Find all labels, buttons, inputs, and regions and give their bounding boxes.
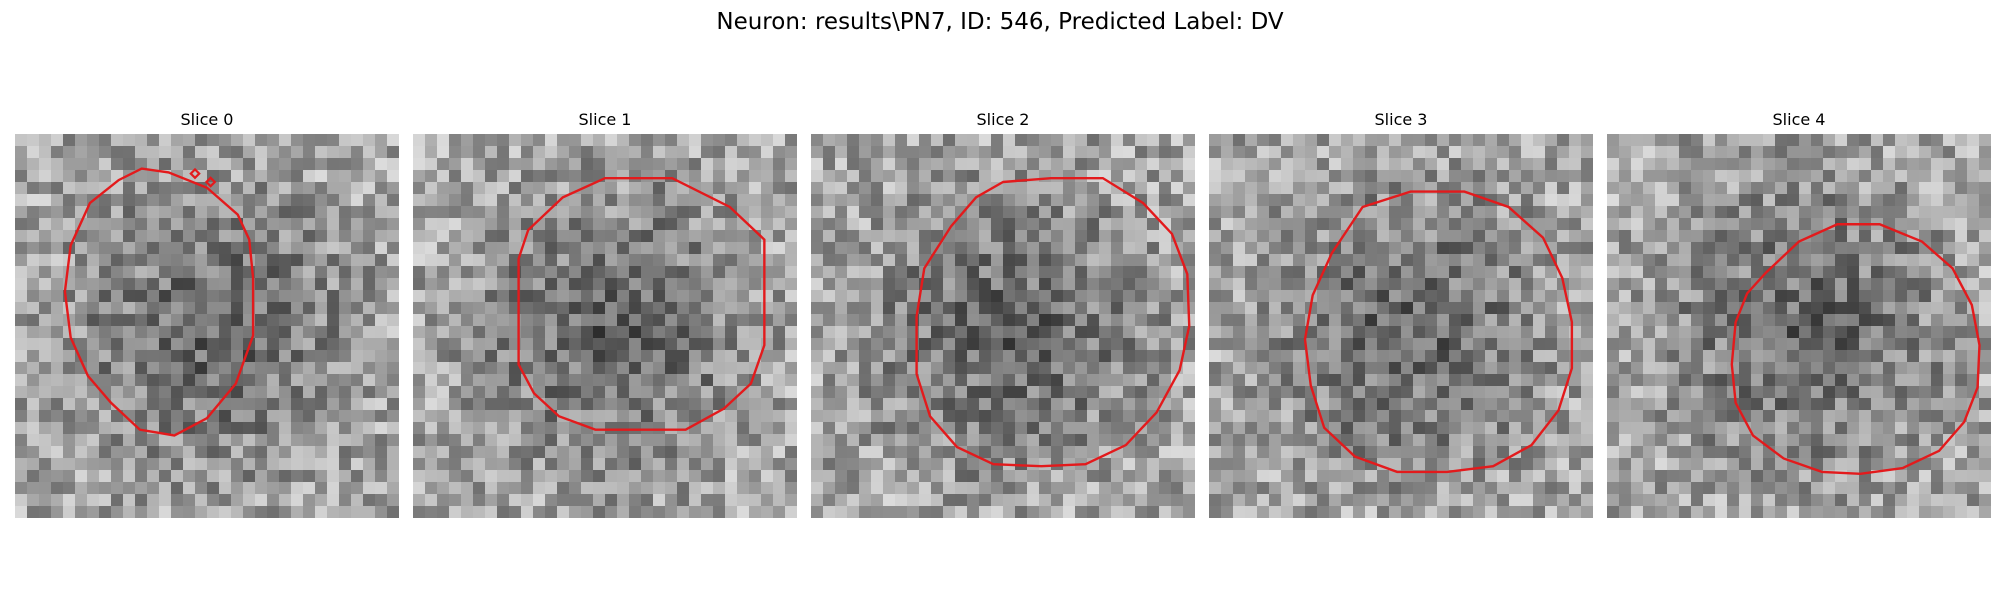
grayscale-texture [15,134,399,518]
slice-canvas [1209,134,1593,518]
slice-title: Slice 0 [180,110,234,129]
slice-canvas [413,134,797,518]
segmentation-contour [1730,223,1981,476]
slice-canvas [15,134,399,518]
slice-title: Slice 4 [1772,110,1826,129]
slice-title: Slice 2 [976,110,1030,129]
slice-image [413,134,797,518]
slice-image [1607,134,1991,518]
grayscale-texture [413,134,797,518]
contour-artifact [189,167,201,180]
contour-artifact [204,176,217,188]
grayscale-texture [811,134,1195,518]
grayscale-texture [1607,134,1991,518]
segmentation-contour [915,176,1191,468]
slice-canvas [1607,134,1991,518]
slice-image [1209,134,1593,518]
slice-canvas [811,134,1195,518]
figure-title: Neuron: results\PN7, ID: 546, Predicted … [716,9,1284,35]
slice-title: Slice 3 [1374,110,1428,129]
grayscale-texture [1209,134,1593,518]
segmentation-contour [63,167,255,437]
segmentation-contour [1303,190,1574,474]
slice-image [15,134,399,518]
slice-title: Slice 1 [578,110,632,129]
slice-image [811,134,1195,518]
segmentation-contour [517,176,766,431]
